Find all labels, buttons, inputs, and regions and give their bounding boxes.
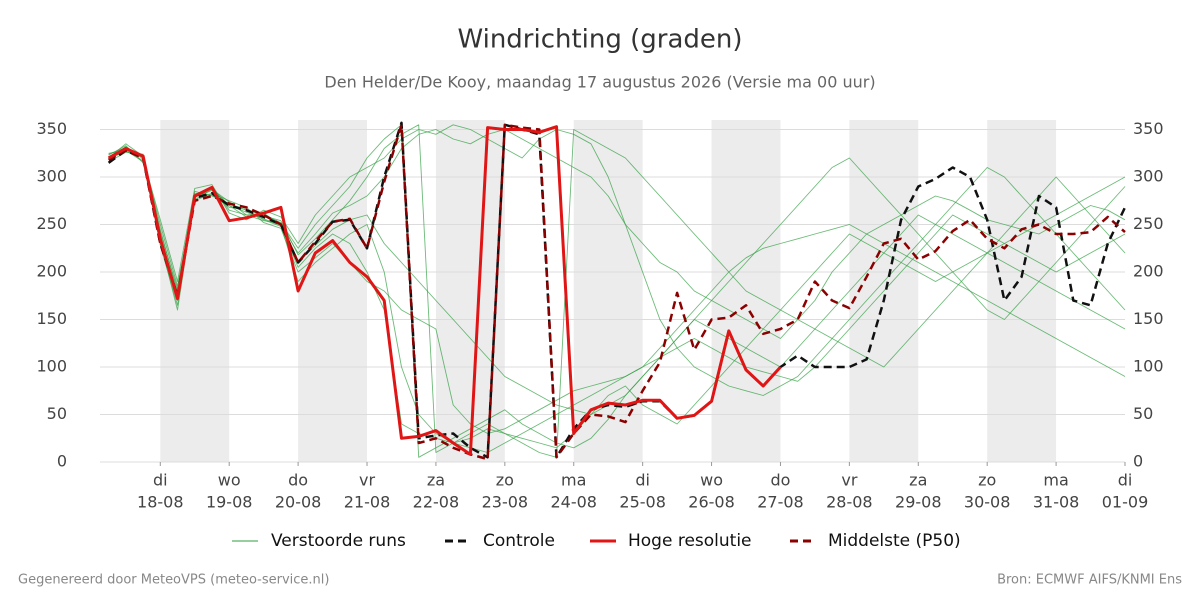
x-tick-label: vr [841, 471, 857, 490]
x-tick-label: do [770, 471, 790, 490]
ensemble-run [108, 124, 1126, 396]
y-tick-label: 350 [36, 119, 67, 138]
x-tick-date: 25-08 [619, 493, 666, 512]
x-tick-date: 21-08 [344, 493, 391, 512]
x-tick-label: zo [496, 471, 514, 490]
x-tick-label: za [909, 471, 927, 490]
y-tick-label: 50 [47, 404, 67, 423]
x-tick-label: ma [561, 471, 586, 490]
x-tick-label: di [635, 471, 650, 490]
ensemble-run [108, 148, 1126, 449]
x-tick-date: 22-08 [413, 493, 460, 512]
day-shade [160, 120, 230, 462]
x-tick-label: ma [1043, 471, 1068, 490]
y-tick-label: 0 [57, 452, 67, 471]
legend-label: Hoge resolutie [628, 531, 752, 551]
x-tick-date: 29-08 [895, 493, 942, 512]
y-tick-label: 150 [36, 309, 67, 328]
x-tick-date: 23-08 [482, 493, 529, 512]
footer-right: Bron: ECMWF AIFS/KNMI Ens [997, 573, 1182, 588]
legend-label: Controle [483, 531, 555, 551]
x-tick-date: 27-08 [757, 493, 804, 512]
y2-tick-label: 0 [1133, 452, 1143, 471]
background [100, 120, 1125, 463]
series-line [107, 121, 1127, 459]
x-tick-label: za [427, 471, 445, 490]
y2-tick-label: 100 [1133, 357, 1164, 376]
y-tick-label: 300 [36, 167, 67, 186]
x-tick-label: vr [359, 471, 375, 490]
y2-tick-label: 50 [1133, 404, 1153, 423]
ensemble-run [108, 149, 1126, 453]
y2-tick-label: 300 [1133, 167, 1164, 186]
y2-tick-label: 150 [1133, 309, 1164, 328]
x-tick-label: di [1118, 471, 1133, 490]
x-tick-date: 20-08 [275, 493, 322, 512]
x-tick-label: do [288, 471, 308, 490]
x-tick-label: zo [978, 471, 996, 490]
day-shade [298, 120, 368, 462]
series-line [107, 125, 782, 456]
x-tick-label: wo [700, 471, 723, 490]
x-tick-label: wo [218, 471, 241, 490]
x-tick-date: 24-08 [550, 493, 597, 512]
x-tick-date: 01-09 [1102, 493, 1149, 512]
y-tick-label: 250 [36, 214, 67, 233]
x-tick-date: 19-08 [206, 493, 253, 512]
y2-tick-label: 200 [1133, 262, 1164, 281]
chart-title: Windrichting (graden) [457, 25, 742, 55]
ensemble-run [108, 151, 1126, 434]
ensemble-run [108, 124, 1126, 458]
y-tick-label: 100 [36, 357, 67, 376]
footer-left: Gegenereerd door MeteoVPS (meteo-service… [18, 573, 329, 588]
day-shade [987, 120, 1057, 462]
x-tick-date: 30-08 [964, 493, 1011, 512]
chart-subtitle: Den Helder/De Kooy, maandag 17 augustus … [324, 73, 875, 92]
x-tick-date: 18-08 [137, 493, 184, 512]
x-tick-date: 26-08 [688, 493, 735, 512]
legend-label: Verstoorde runs [271, 531, 406, 551]
ensemble-run [108, 124, 1126, 458]
series-line [107, 123, 1126, 461]
y2-tick-label: 250 [1133, 214, 1164, 233]
day-shade [435, 120, 505, 462]
y-tick-label: 200 [36, 262, 67, 281]
y2-tick-label: 350 [1133, 119, 1164, 138]
x-tick-date: 28-08 [826, 493, 873, 512]
x-tick-date: 31-08 [1033, 493, 1080, 512]
x-tick-label: di [153, 471, 168, 490]
legend-label: Middelste (P50) [828, 531, 961, 551]
